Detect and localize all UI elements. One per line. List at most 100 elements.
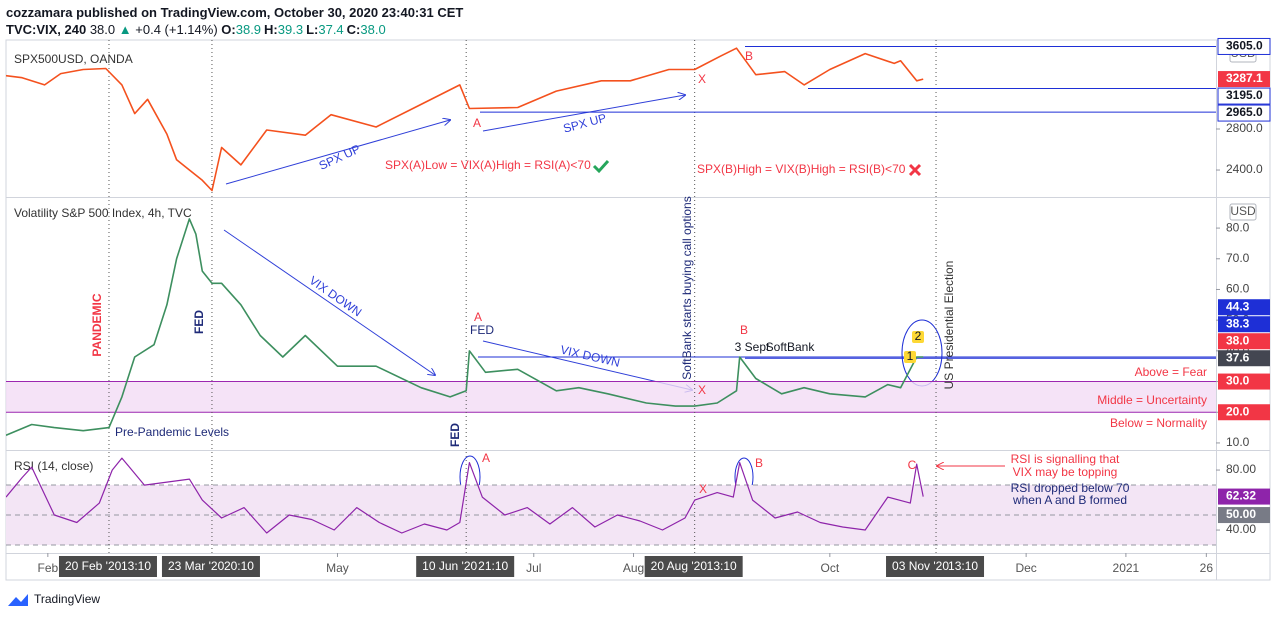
y-tick-label: 10.0 [1226,435,1250,449]
annotation: C [908,458,917,472]
marker-time: 13:10 [948,559,978,573]
currency: USD [1230,204,1256,218]
marker-box [58,556,157,577]
annotation: Pre-Pandemic Levels [115,425,229,439]
level-label: 37.6 [1226,350,1250,364]
symbol: TVC:VIX, 240 [6,22,87,37]
annotation: Above = Fear [1135,365,1207,379]
annotation: SPX(A)Low = VIX(A)High = RSI(A)<70 [385,158,591,172]
marker-date: 23 Mar '20 [168,559,225,573]
ohlc-value: 39.3 [277,22,304,37]
level-badge [1218,316,1270,333]
annotation: FED [448,423,462,447]
level-label: 3287.1 [1226,71,1263,85]
author-line-text: cozzamara published on TradingView.com, … [6,5,464,20]
annotation: A [482,451,490,465]
annotation: RSI dropped below 70 [1011,481,1130,495]
y-tick-label: 2800.0 [1226,121,1263,135]
annotation: FED [192,310,206,334]
level-badge [1218,404,1270,421]
annotation: US Presidential Election [942,261,956,390]
marker-date: 20 Feb '20 [65,559,122,573]
series-line [6,457,924,534]
cross-icon [908,163,922,177]
series-line [6,47,924,192]
series-line [6,218,924,437]
marker-date: 20 Aug '20 [651,559,708,573]
annotation: 2 [915,329,922,343]
series-group [6,457,924,534]
marker-time: 20:10 [224,559,254,573]
annotation: Middle = Uncertainty [1097,393,1207,407]
y-tick-label: 40.00 [1226,522,1256,536]
ohlc-label: C: [346,22,361,37]
x-tick-label: Oct [820,561,839,575]
level-badge [1217,37,1271,55]
annotation: X [699,482,707,496]
pane-title: Volatility S&P 500 Index, 4h, TVC [14,206,192,220]
level-label: 44.3 [1226,299,1250,313]
annotation: X [698,72,706,86]
marker-box [886,556,985,577]
annotation: SoftBank [766,340,816,354]
annotation: PANDEMIC [90,293,104,356]
y-tick-label: 2400.0 [1226,162,1263,176]
annotation: B [740,323,748,337]
author-line: cozzamara published on TradingView.com, … [6,4,463,21]
level-label: 3605.0 [1226,39,1263,53]
x-tick-label: May [326,561,349,575]
annotation: 3 Sept [735,340,770,354]
level-badge [1218,350,1270,367]
annotation: Below = Normality [1110,416,1207,430]
annotation: VIX DOWN [307,273,365,319]
ohlc-label: L: [306,22,319,37]
symbol-line: TVC:VIX, 240 38.0 ▲ +0.4 (+1.14%) O:38.9… [6,21,463,38]
change: +0.4 (+1.14%) [135,22,218,37]
annotation: 1 [907,349,914,363]
brand: TradingView [34,592,100,606]
vix-band-group [6,381,1216,413]
pane-title: RSI (14, close) [14,459,93,473]
level-badge [1217,87,1271,105]
arrow [482,95,685,132]
level-badge [1218,71,1270,88]
level-label: 20.0 [1226,404,1250,418]
y-tick-label: 60.0 [1226,282,1250,296]
x-tick-label: 2021 [1113,561,1140,575]
currency-badge [1229,203,1257,221]
level-label: 38.3 [1226,316,1250,330]
annotation: SPX(B)High = VIX(B)High = RSI(B)<70 [697,162,906,176]
price: 38.0 [89,22,116,37]
annotation: B [745,49,753,63]
ohlc-value: 38.0 [360,22,386,37]
annotation: RSI is signalling that [1011,452,1120,466]
level-badge [1218,299,1270,316]
annotation: SoftBank starts buying call options [680,196,694,379]
x-tick-label: Aug [623,561,644,575]
level-label: 50.00 [1226,507,1256,521]
series-group [6,45,1216,192]
ohlc-label: O: [221,22,236,37]
marker-time: 13:10 [121,559,151,573]
level-badge [1218,373,1270,390]
number-badge [912,331,924,343]
marker-box [416,556,515,577]
marker-date: 03 Nov '20 [892,559,949,573]
marker-time: 13:10 [707,559,737,573]
check-icon [592,159,610,174]
annotation: VIX may be topping [1013,465,1118,479]
x-tick-label: Jul [526,561,541,575]
x-tick-label: Feb [37,561,58,575]
marker-time: 21:10 [478,559,508,573]
number-badge [904,351,916,363]
annotation: FED [470,323,494,337]
ohlc-label: H: [264,22,278,37]
level-label: 2965.0 [1226,105,1263,119]
ohlc: O:38.9 H:39.3 L:37.4 C:38.0 [221,22,388,37]
header: cozzamara published on TradingView.com, … [6,4,463,38]
level-label: 38.0 [1226,333,1250,347]
level-badge [1217,104,1271,122]
series-group [6,218,1216,437]
annotation: A [473,116,481,130]
